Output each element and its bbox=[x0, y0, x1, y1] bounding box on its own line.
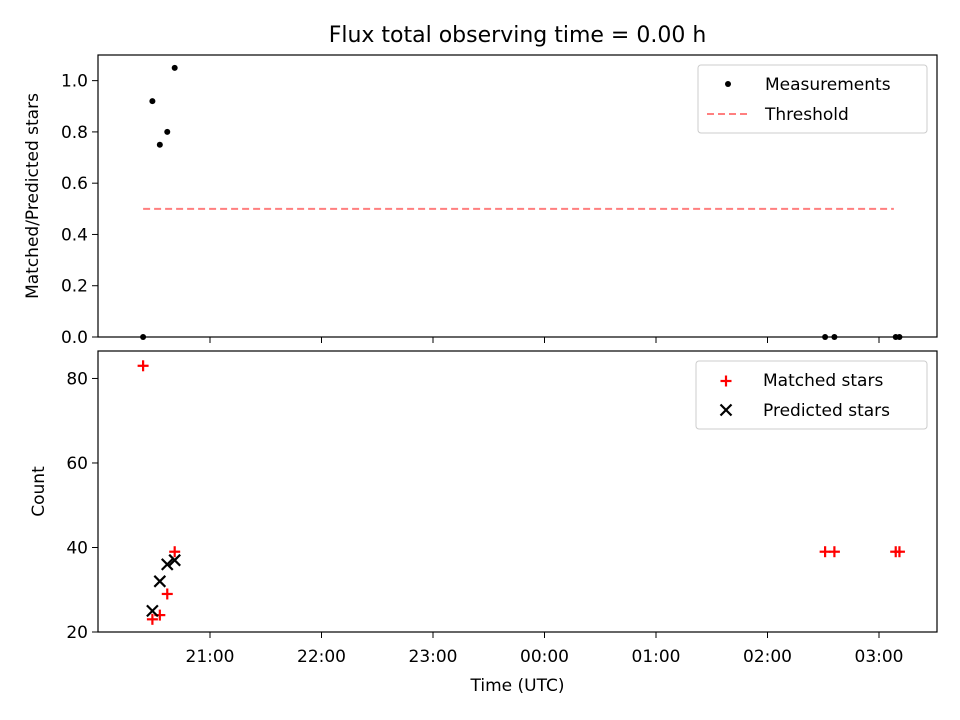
legend-measurements-marker bbox=[725, 81, 731, 87]
matched-stars-point bbox=[819, 546, 831, 558]
legend-matched-stars-label: Matched stars bbox=[763, 371, 883, 391]
top-legend: Measurements Threshold bbox=[697, 64, 928, 134]
predicted-stars-point-b bbox=[153, 575, 167, 588]
measurement-point bbox=[156, 141, 163, 148]
matched-stars-point bbox=[146, 613, 158, 625]
bottom-y-axis-label: Count bbox=[29, 466, 49, 517]
top-panel-frame bbox=[97, 54, 938, 338]
bottom-y-tick-label: 60 bbox=[66, 454, 88, 474]
bottom-x-tick-label: 03:00 bbox=[855, 647, 904, 667]
predicted-stars-point-b bbox=[160, 558, 174, 571]
bottom-x-ticks: 21:00 22:00 23:00 00:00 01:00 02:00 03:00 bbox=[186, 632, 904, 667]
predicted-stars-point bbox=[160, 558, 174, 571]
bottom-x-tick-label: 00:00 bbox=[520, 647, 569, 667]
bottom-plot-area bbox=[137, 360, 905, 625]
top-plot-area bbox=[140, 64, 903, 340]
matched-stars-point bbox=[828, 546, 840, 558]
matched-stars-point bbox=[893, 546, 905, 558]
predicted-stars-point-b bbox=[168, 553, 181, 567]
legend-predicted-stars-marker bbox=[719, 403, 733, 417]
top-y-tick-label: 0.6 bbox=[61, 174, 88, 194]
bottom-panel: 20 40 60 80 21:00 22:00 23:00 00:00 01:00 02:00 0… bbox=[29, 350, 938, 696]
bottom-y-ticks: 20 40 60 80 bbox=[66, 369, 98, 643]
legend-threshold-label: Threshold bbox=[764, 105, 849, 125]
predicted-stars-point bbox=[153, 575, 167, 588]
bottom-x-tick-label: 22:00 bbox=[297, 647, 346, 667]
legend-cross bbox=[719, 403, 733, 417]
top-legend-box bbox=[697, 64, 928, 134]
top-y-axis-label: Matched/Predicted stars bbox=[23, 93, 43, 299]
top-x-ticks bbox=[209, 337, 880, 343]
measurement-point bbox=[140, 334, 147, 340]
predicted-stars-point bbox=[146, 604, 159, 618]
matched-stars-point bbox=[137, 360, 149, 372]
bottom-x-tick-label: 02:00 bbox=[743, 647, 792, 667]
top-y-tick-label: 0.4 bbox=[61, 225, 88, 245]
legend-measurements-label: Measurements bbox=[765, 75, 891, 95]
measurement-point bbox=[171, 64, 178, 71]
measurement-point bbox=[831, 334, 838, 340]
measurement-point bbox=[164, 128, 171, 135]
legend-plus bbox=[720, 375, 732, 387]
top-y-tick-label: 0.2 bbox=[61, 277, 88, 297]
bottom-y-tick-label: 80 bbox=[66, 369, 88, 389]
legend-cross-b bbox=[719, 403, 733, 417]
bottom-panel-frame bbox=[97, 350, 938, 633]
bottom-x-axis-label: Time (UTC) bbox=[470, 676, 565, 696]
bottom-x-tick-label: 21:00 bbox=[186, 647, 235, 667]
predicted-stars-point bbox=[168, 553, 181, 567]
top-y-ticks: 0.0 0.2 0.4 0.6 0.8 1.0 bbox=[61, 72, 98, 348]
matched-stars-point bbox=[169, 546, 181, 558]
bottom-y-tick-label: 40 bbox=[66, 538, 88, 558]
top-y-tick-label: 0.0 bbox=[61, 328, 88, 348]
legend-predicted-stars-label: Predicted stars bbox=[763, 401, 890, 421]
top-panel: 0.0 0.2 0.4 0.6 0.8 1.0 Matched/Predicted sta… bbox=[23, 54, 938, 348]
bottom-legend: Matched stars Predicted stars bbox=[695, 360, 928, 430]
legend-matched-stars-marker bbox=[720, 375, 732, 387]
bottom-x-tick-label: 23:00 bbox=[409, 647, 458, 667]
measurement-point bbox=[822, 334, 829, 340]
measurement-point bbox=[149, 98, 156, 105]
chart-title: Flux total observing time = 0.00 h bbox=[329, 23, 707, 48]
bottom-legend-box bbox=[695, 360, 928, 430]
top-y-tick-label: 0.8 bbox=[61, 123, 88, 143]
matched-stars-point bbox=[161, 588, 173, 600]
top-y-tick-label: 1.0 bbox=[61, 72, 88, 92]
predicted-stars-point-b bbox=[146, 604, 159, 618]
bottom-y-tick-label: 20 bbox=[66, 623, 88, 643]
bottom-x-tick-label: 01:00 bbox=[632, 647, 681, 667]
measurement-point bbox=[896, 334, 903, 340]
